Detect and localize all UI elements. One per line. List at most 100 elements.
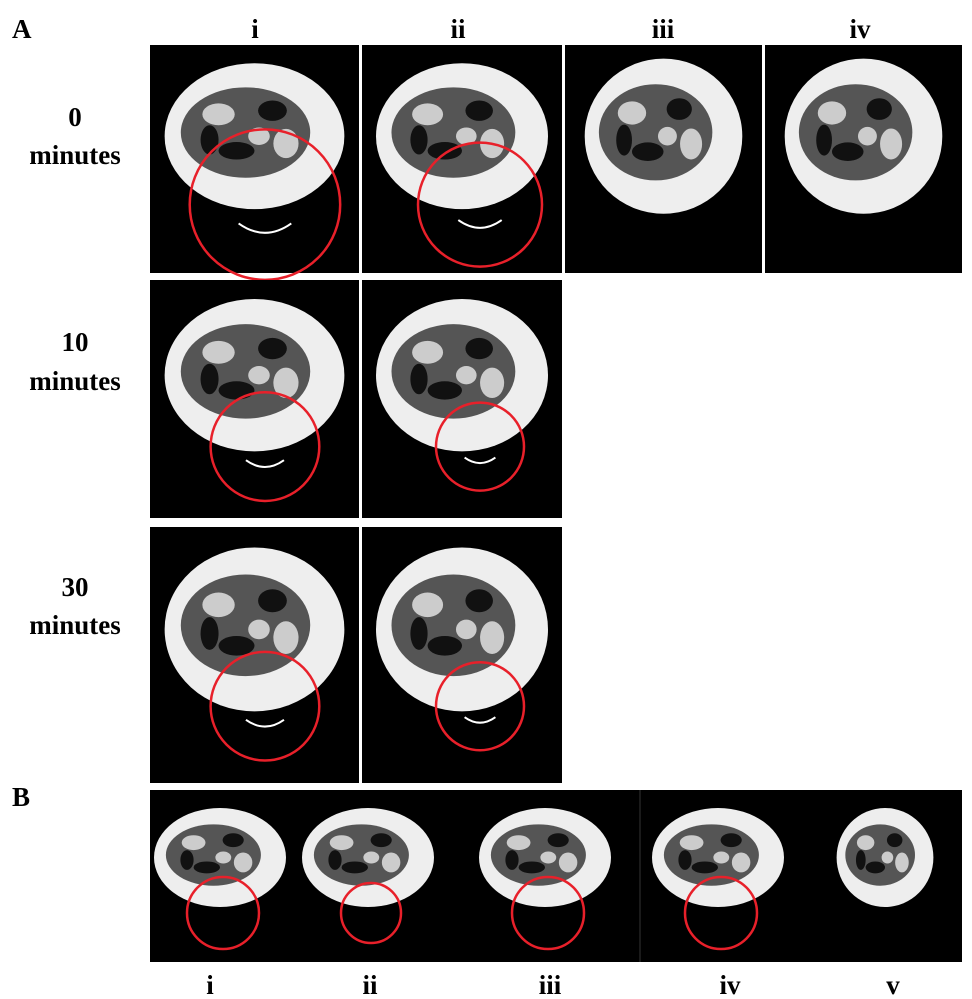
tissue-detail [856, 850, 866, 870]
tissue-detail [215, 852, 231, 864]
row-label-number: 0 [68, 102, 82, 132]
tissue-detail [818, 101, 846, 124]
column-label: i [251, 14, 259, 44]
tissue-detail [882, 852, 894, 864]
tissue-detail [201, 364, 219, 394]
tissue-detail [618, 101, 646, 124]
column-label: ii [362, 970, 378, 999]
mri-image [362, 527, 562, 783]
row-label-unit: minutes [29, 610, 121, 640]
tissue-detail [895, 853, 909, 873]
tissue-detail [721, 833, 742, 847]
tissue-detail [465, 589, 493, 612]
row-label-unit: minutes [29, 140, 121, 170]
tissue-detail [410, 125, 427, 154]
tissue-detail [692, 861, 718, 873]
tissue-detail [866, 861, 885, 873]
tissue-detail [832, 142, 864, 161]
tissue-detail [412, 103, 443, 125]
tissue-detail [194, 861, 220, 873]
mri-image [362, 45, 562, 273]
tissue-detail [258, 589, 287, 612]
tissue-detail [540, 852, 556, 864]
tissue-detail [713, 852, 729, 864]
column-label: iii [539, 970, 562, 999]
tissue-detail [180, 850, 193, 870]
mri-image [150, 527, 359, 783]
tissue-detail [507, 835, 531, 850]
tissue-detail [616, 125, 632, 156]
tissue-detail [363, 852, 379, 864]
tissue-detail [548, 833, 569, 847]
column-label: iii [652, 14, 675, 44]
tissue-detail [258, 100, 287, 120]
tissue-detail [680, 128, 702, 159]
tissue-detail [428, 381, 462, 399]
tissue-detail [505, 850, 518, 870]
tissue-detail [410, 364, 427, 394]
tissue-detail [201, 617, 219, 650]
tissue-detail [678, 850, 691, 870]
tissue-detail [248, 620, 270, 640]
tissue-detail [382, 853, 400, 873]
tissue-detail [428, 636, 462, 656]
tissue-detail [219, 636, 255, 656]
mri-image [362, 280, 562, 518]
tissue-detail [342, 861, 368, 873]
tissue-detail [632, 142, 664, 161]
tissue-detail [667, 98, 692, 120]
panel-label: B [12, 782, 30, 812]
row-label-unit: minutes [29, 366, 121, 396]
tissue-detail [880, 128, 902, 159]
tissue-detail [219, 381, 255, 399]
mri-image [765, 45, 962, 273]
mri-image [837, 808, 934, 907]
tissue-detail [480, 621, 504, 654]
tissue-detail [658, 127, 677, 146]
tissue-detail [456, 366, 477, 384]
tissue-detail [328, 850, 341, 870]
tissue-detail [858, 127, 877, 146]
tissue-detail [201, 125, 219, 154]
tissue-detail [816, 125, 832, 156]
tissue-detail [519, 861, 545, 873]
tissue-detail [371, 833, 392, 847]
tissue-detail [410, 617, 427, 650]
tissue-detail [867, 98, 892, 120]
column-label: iv [719, 970, 741, 999]
column-label: v [886, 970, 900, 999]
tissue-detail [202, 103, 234, 125]
tissue-detail [219, 142, 255, 160]
tissue-detail [223, 833, 244, 847]
tissue-detail [857, 835, 874, 850]
row-label-number: 30 [62, 572, 89, 602]
tissue-detail [182, 835, 206, 850]
tissue-detail [456, 620, 477, 640]
tissue-detail [680, 835, 704, 850]
tissue-detail [258, 338, 287, 359]
tissue-detail [234, 853, 252, 873]
panel-label: A [12, 14, 32, 44]
tissue-detail [465, 100, 493, 120]
tissue-detail [559, 853, 577, 873]
tissue-detail [465, 338, 493, 359]
tissue-detail [480, 368, 504, 398]
tissue-detail [202, 593, 234, 618]
mri-image [150, 280, 359, 518]
mri-image [150, 45, 359, 280]
tissue-detail [428, 142, 462, 160]
tissue-detail [330, 835, 354, 850]
column-label: iv [849, 14, 871, 44]
tissue-detail [248, 366, 270, 384]
figure: A B iiiiiiiv0minutes10minutes30minutesii… [0, 0, 972, 999]
tissue-detail [732, 853, 750, 873]
tissue-detail [273, 621, 298, 654]
mri-image [565, 45, 762, 273]
column-label: i [206, 970, 214, 999]
tissue-detail [202, 341, 234, 364]
tissue-detail [412, 341, 443, 364]
column-label: ii [450, 14, 466, 44]
row-label-number: 10 [62, 327, 89, 357]
tissue-detail [412, 593, 443, 618]
tissue-detail [887, 833, 902, 847]
